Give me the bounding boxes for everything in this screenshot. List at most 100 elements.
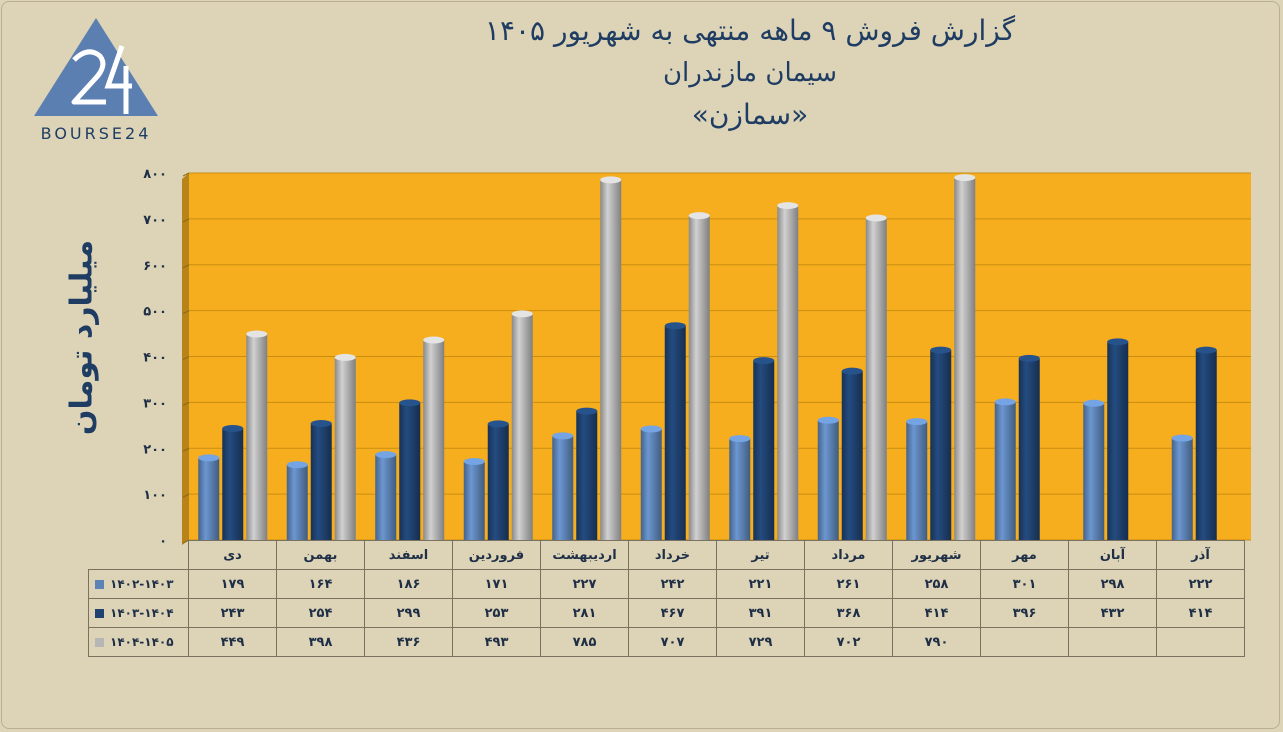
- legend-swatch-icon: [95, 580, 104, 589]
- bar-top: [906, 418, 928, 426]
- bar: [688, 215, 710, 540]
- bar-top: [865, 214, 887, 222]
- y-tick-label: ۶۰۰: [143, 259, 167, 274]
- x-tick-label: فروردین: [452, 540, 541, 570]
- bar: [334, 357, 356, 540]
- bar-top: [1195, 346, 1217, 354]
- gridline-side: [182, 264, 190, 269]
- bar-top: [688, 212, 710, 220]
- bar: [576, 411, 598, 540]
- bar: [222, 428, 244, 540]
- bar-top: [576, 407, 598, 415]
- bar: [375, 454, 397, 540]
- data-label: ۲۲۱: [716, 569, 805, 599]
- table-row: ۱۴۰۲-۱۴۰۳ ۱۷۹ ۱۶۴ ۱۸۶ ۱۷۱ ۲۲۷ ۲۴۲ ۲۲۱ ۲۶۱ ۲۵۸ ۳۰۱ ۲…: [88, 569, 1245, 599]
- y-tick-label: ۸۰۰: [143, 167, 167, 182]
- bar: [817, 420, 839, 540]
- data-label: ۴۹۳: [452, 627, 541, 657]
- x-tick-label: اسفند: [364, 540, 453, 570]
- legend-entry: ۱۴۰۲-۱۴۰۳: [88, 569, 189, 599]
- data-label: ۴۴۹: [188, 627, 277, 657]
- table-row: ۱۴۰۴-۱۴۰۵ ۴۴۹ ۳۹۸ ۴۳۶ ۴۹۳ ۷۸۵ ۷۰۷ ۷۲۹ ۷۰۲ ۷۹۰: [88, 627, 1245, 657]
- bar: [930, 350, 952, 540]
- data-label: ۳۹۸: [276, 627, 365, 657]
- y-tick-label: ۵۰۰: [143, 305, 167, 320]
- table-corner: [89, 541, 189, 570]
- data-label: ۳۰۱: [980, 569, 1069, 599]
- bar: [865, 217, 887, 540]
- data-label: ۴۳۲: [1068, 598, 1157, 628]
- bar: [1083, 403, 1105, 540]
- bourse24-logo-icon: [34, 18, 158, 116]
- bar: [841, 371, 863, 540]
- series-name: ۱۴۰۴-۱۴۰۵: [110, 635, 174, 649]
- bar-top: [552, 432, 574, 440]
- table-row: ۱۴۰۳-۱۴۰۴ ۲۴۳ ۲۵۴ ۲۹۹ ۲۵۳ ۲۸۱ ۴۶۷ ۳۹۱ ۳۶۸ ۴۱۴ ۳۹۶ ۴…: [88, 598, 1245, 628]
- table-header-row: دی بهمن اسفند فروردین اردیبهشت خرداد تیر مرداد ش…: [89, 540, 1245, 570]
- y-tick-label: ۷۰۰: [143, 213, 167, 228]
- data-label: ۲۵۳: [452, 598, 541, 628]
- x-tick-label: مهر: [980, 540, 1069, 570]
- data-label: ۷۹۰: [892, 627, 981, 657]
- bar: [246, 334, 268, 540]
- x-tick-label: دی: [188, 540, 277, 570]
- bar: [1107, 341, 1129, 540]
- bar: [954, 177, 976, 540]
- bar-top: [1107, 338, 1129, 346]
- data-label: ۱۷۱: [452, 569, 541, 599]
- bar-top: [600, 176, 622, 184]
- gridline-side: [182, 172, 190, 177]
- bar-top: [954, 174, 976, 182]
- data-label: ۷۰۷: [628, 627, 717, 657]
- data-label: ۷۰۲: [804, 627, 893, 657]
- series-name: ۱۴۰۳-۱۴۰۴: [110, 606, 174, 620]
- bar: [198, 457, 220, 540]
- legend-entry: ۱۴۰۴-۱۴۰۵: [88, 627, 189, 657]
- x-tick-label: آبان: [1068, 540, 1157, 570]
- bar: [487, 423, 509, 540]
- x-tick-label: اردیبهشت: [540, 540, 629, 570]
- bar-top: [511, 310, 533, 318]
- bar: [423, 339, 445, 540]
- logo-text: BOURSE24: [40, 124, 152, 143]
- bar-top: [664, 322, 686, 330]
- data-label: ۲۵۴: [276, 598, 365, 628]
- data-label: ۲۹۸: [1068, 569, 1157, 599]
- data-label: ۷۲۹: [716, 627, 805, 657]
- bar: [729, 438, 751, 540]
- gridline-side: [182, 218, 190, 223]
- data-label: [1156, 627, 1245, 657]
- y-tick-label: ۲۰۰: [143, 442, 167, 457]
- bar-top: [375, 451, 397, 459]
- data-label: ۱۸۶: [364, 569, 453, 599]
- bar-top: [487, 420, 509, 428]
- bar-top: [310, 419, 332, 427]
- bar-top: [640, 425, 662, 433]
- data-label: ۲۹۹: [364, 598, 453, 628]
- bar: [511, 313, 533, 540]
- data-label: ۲۴۳: [188, 598, 277, 628]
- gridline-side: [182, 447, 190, 452]
- bar: [753, 360, 775, 540]
- x-tick-label: آذر: [1156, 540, 1245, 570]
- data-label: ۴۱۴: [1156, 598, 1245, 628]
- data-label: ۴۱۴: [892, 598, 981, 628]
- x-tick-label: مرداد: [804, 540, 893, 570]
- bar-top: [930, 346, 952, 354]
- data-label: ۷۸۵: [540, 627, 629, 657]
- gridline-side: [182, 310, 190, 315]
- data-label: ۳۹۶: [980, 598, 1069, 628]
- bar: [906, 421, 928, 540]
- legend-swatch-icon: [95, 638, 104, 647]
- bar-top: [777, 202, 799, 210]
- data-label: ۴۳۶: [364, 627, 453, 657]
- bar-top: [994, 398, 1016, 406]
- company-name: سیمان مازندران: [662, 58, 838, 88]
- legend-entry: ۱۴۰۳-۱۴۰۴: [88, 598, 189, 628]
- bar-top: [729, 435, 751, 443]
- data-label: ۲۴۲: [628, 569, 717, 599]
- bar-top: [222, 425, 244, 433]
- data-label: ۲۸۱: [540, 598, 629, 628]
